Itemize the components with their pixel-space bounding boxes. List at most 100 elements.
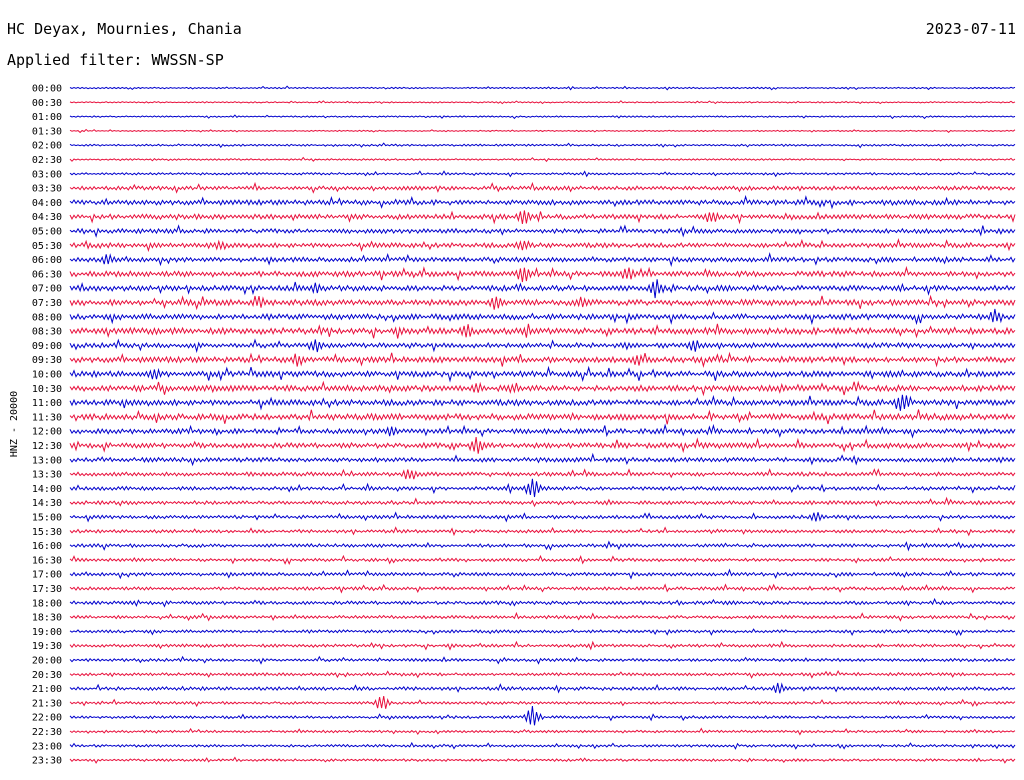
time-tick-label: 19:00 bbox=[32, 627, 62, 638]
time-tick-label: 01:30 bbox=[32, 126, 62, 137]
trace-line-0200 bbox=[69, 142, 1016, 149]
trace-line-1100 bbox=[69, 394, 1016, 411]
trace-line-1130 bbox=[69, 409, 1016, 425]
time-tick-label: 16:30 bbox=[32, 555, 62, 566]
time-tick-label: 05:00 bbox=[32, 227, 62, 238]
time-tick-label: 10:00 bbox=[32, 370, 62, 381]
trace-line-1030 bbox=[69, 380, 1016, 397]
time-tick-label: 07:30 bbox=[32, 298, 62, 309]
trace-line-0330 bbox=[69, 181, 1016, 194]
time-tick-label: 13:30 bbox=[32, 470, 62, 481]
trace-group bbox=[69, 85, 1016, 764]
trace-line-1730 bbox=[69, 583, 1016, 594]
trace-line-0930 bbox=[69, 351, 1016, 368]
time-tick-label: 20:00 bbox=[32, 656, 62, 667]
trace-line-2230 bbox=[69, 727, 1016, 736]
time-tick-label: 08:00 bbox=[32, 312, 62, 323]
time-tick-label: 09:30 bbox=[32, 355, 62, 366]
time-tick-label: 21:00 bbox=[32, 684, 62, 695]
time-tick-label: 07:00 bbox=[32, 284, 62, 295]
time-tick-label: 22:00 bbox=[32, 713, 62, 724]
trace-line-0430 bbox=[69, 210, 1016, 225]
time-tick-label: 23:00 bbox=[32, 741, 62, 752]
time-tick-label: 02:30 bbox=[32, 155, 62, 166]
time-tick-label: 17:30 bbox=[32, 584, 62, 595]
trace-line-1600 bbox=[69, 540, 1016, 552]
time-tick-label: 23:30 bbox=[32, 756, 62, 767]
time-tick-label: 20:30 bbox=[32, 670, 62, 681]
trace-line-1530 bbox=[69, 526, 1016, 537]
trace-line-0130 bbox=[69, 128, 1016, 134]
trace-line-1630 bbox=[69, 554, 1016, 565]
time-tick-label: 18:00 bbox=[32, 598, 62, 609]
time-tick-label: 18:30 bbox=[32, 613, 62, 624]
trace-line-0500 bbox=[69, 224, 1016, 238]
trace-line-0030 bbox=[69, 100, 1016, 105]
trace-line-2000 bbox=[69, 655, 1016, 665]
trace-line-0800 bbox=[69, 308, 1016, 326]
trace-line-0900 bbox=[69, 338, 1016, 354]
trace-line-1230 bbox=[69, 437, 1016, 454]
filter-label: Applied filter: WWSSN-SP bbox=[7, 51, 224, 69]
time-tick-label: 10:30 bbox=[32, 384, 62, 395]
time-tick-label: 05:30 bbox=[32, 241, 62, 252]
time-tick-label: 12:30 bbox=[32, 441, 62, 452]
time-tick-label: 06:30 bbox=[32, 269, 62, 280]
trace-line-1000 bbox=[69, 365, 1016, 383]
trace-line-0400 bbox=[69, 194, 1016, 210]
time-tick-label: 04:30 bbox=[32, 212, 62, 223]
time-tick-label: 13:00 bbox=[32, 455, 62, 466]
trace-line-2300 bbox=[69, 741, 1016, 750]
trace-line-0000 bbox=[69, 85, 1016, 91]
trace-line-1430 bbox=[69, 496, 1016, 508]
time-tick-label: 17:00 bbox=[32, 570, 62, 581]
trace-line-0830 bbox=[69, 323, 1016, 339]
time-tick-label: 08:30 bbox=[32, 327, 62, 338]
trace-line-1700 bbox=[69, 568, 1016, 580]
time-tick-label: 01:00 bbox=[32, 112, 62, 123]
trace-line-0730 bbox=[69, 294, 1016, 311]
trace-line-2100 bbox=[69, 682, 1016, 694]
trace-line-2130 bbox=[69, 696, 1016, 709]
time-tick-label: 02:00 bbox=[32, 141, 62, 152]
trace-line-1200 bbox=[69, 423, 1016, 439]
time-tick-label: 12:00 bbox=[32, 427, 62, 438]
trace-line-0300 bbox=[69, 170, 1016, 178]
time-tick-label: 00:30 bbox=[32, 98, 62, 109]
time-tick-label: 19:30 bbox=[32, 641, 62, 652]
time-tick-labels: 00:00 00:30 01:00 01:30 02:00 02:30 03:00 03:30… bbox=[32, 84, 62, 767]
trace-line-0530 bbox=[69, 238, 1016, 253]
trace-line-1900 bbox=[69, 628, 1016, 637]
time-tick-label: 11:00 bbox=[32, 398, 62, 409]
trace-line-0230 bbox=[69, 156, 1016, 163]
trace-line-1930 bbox=[69, 640, 1016, 651]
time-tick-label: 04:00 bbox=[32, 198, 62, 209]
trace-line-2200 bbox=[69, 706, 1016, 726]
trace-line-0100 bbox=[69, 114, 1016, 120]
trace-line-0600 bbox=[69, 252, 1016, 267]
trace-line-2330 bbox=[69, 756, 1016, 764]
time-tick-label: 15:30 bbox=[32, 527, 62, 538]
time-tick-label: 06:00 bbox=[32, 255, 62, 266]
trace-line-1330 bbox=[69, 468, 1016, 480]
time-tick-label: 22:30 bbox=[32, 727, 62, 738]
time-tick-label: 03:00 bbox=[32, 169, 62, 180]
channel-label: HNZ - 20000 bbox=[9, 391, 20, 457]
trace-line-1830 bbox=[69, 611, 1016, 622]
time-tick-label: 00:00 bbox=[32, 84, 62, 95]
time-tick-label: 14:00 bbox=[32, 484, 62, 495]
time-tick-label: 16:00 bbox=[32, 541, 62, 552]
time-tick-label: 11:30 bbox=[32, 412, 62, 423]
time-tick-label: 15:00 bbox=[32, 513, 62, 524]
station-title: HC Deyax, Mournies, Chania bbox=[7, 20, 242, 38]
time-tick-label: 21:30 bbox=[32, 698, 62, 709]
trace-line-1300 bbox=[69, 452, 1016, 467]
trace-line-0700 bbox=[69, 279, 1016, 299]
time-tick-label: 14:30 bbox=[32, 498, 62, 509]
time-tick-label: 03:30 bbox=[32, 184, 62, 195]
trace-line-1400 bbox=[69, 478, 1016, 498]
time-tick-label: 09:00 bbox=[32, 341, 62, 352]
trace-line-2030 bbox=[69, 669, 1016, 679]
date-label: 2023-07-11 bbox=[925, 20, 1016, 38]
